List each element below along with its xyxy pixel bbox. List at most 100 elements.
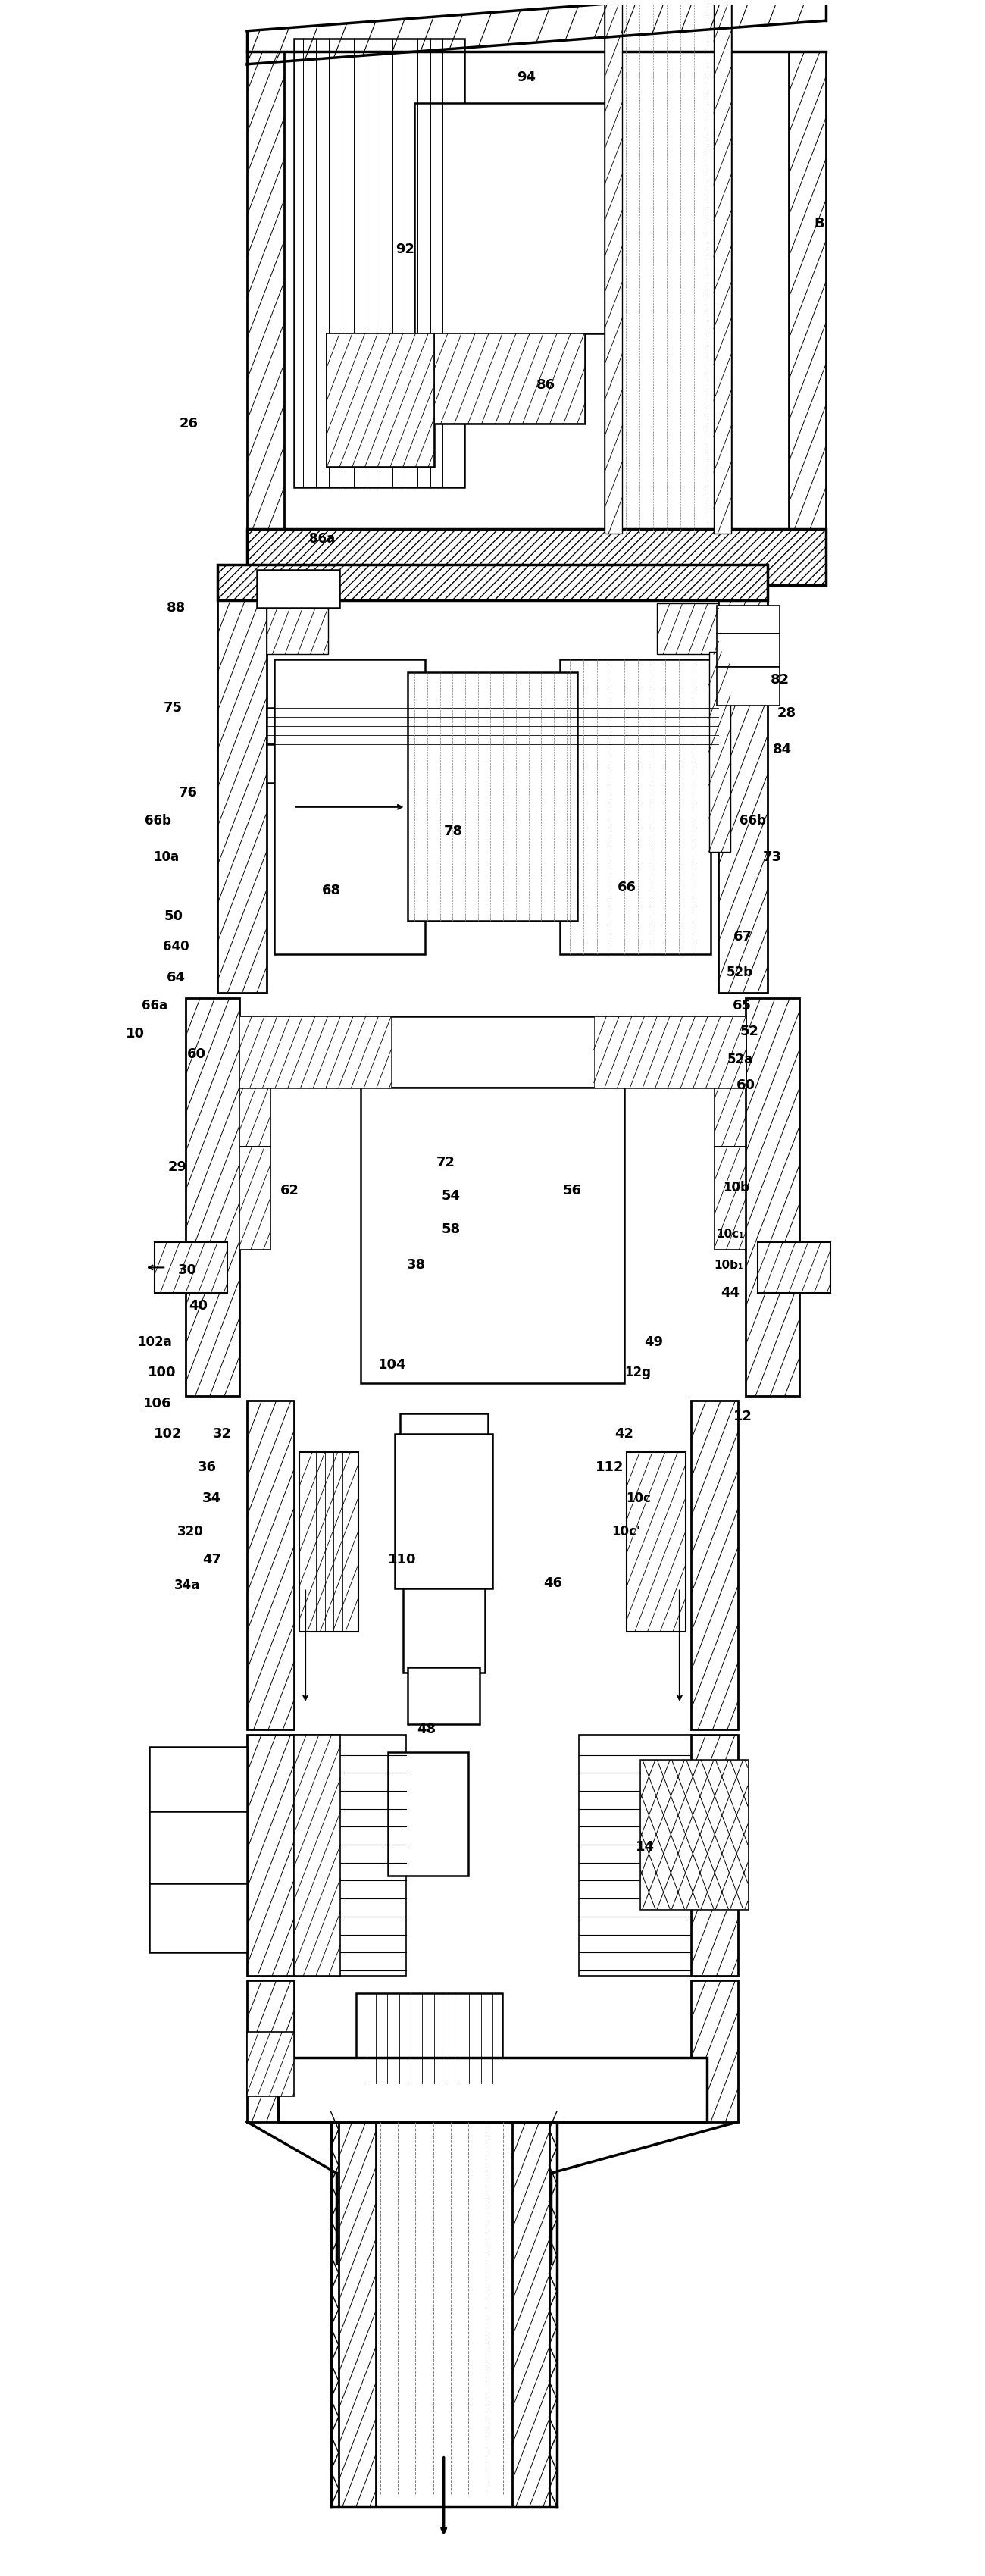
Text: 34a: 34a: [174, 1579, 201, 1592]
Text: 75: 75: [164, 701, 182, 716]
Bar: [247, 52, 284, 564]
Text: 38: 38: [407, 1257, 426, 1273]
Bar: [247, 1401, 294, 1728]
Bar: [719, 595, 767, 992]
Bar: [294, 39, 464, 487]
Bar: [715, 1146, 746, 1249]
Text: 52a: 52a: [727, 1054, 753, 1066]
Bar: [746, 997, 800, 1396]
Bar: [150, 1883, 247, 1953]
Text: 10b₁: 10b₁: [714, 1260, 743, 1270]
Text: 52: 52: [741, 1025, 759, 1038]
Text: 10a: 10a: [153, 850, 179, 863]
Text: 56: 56: [563, 1185, 582, 1198]
Text: 110: 110: [388, 1553, 416, 1566]
Text: 48: 48: [417, 1723, 435, 1736]
Text: 10: 10: [125, 1028, 145, 1041]
Text: 10c: 10c: [626, 1492, 651, 1504]
Text: 66: 66: [618, 881, 636, 894]
Text: 76: 76: [179, 786, 198, 799]
Bar: [274, 659, 426, 956]
Bar: [239, 1146, 270, 1249]
Bar: [657, 603, 719, 654]
Bar: [247, 1734, 294, 1976]
Text: 10c₁: 10c₁: [716, 1229, 745, 1239]
Text: 54: 54: [441, 1188, 460, 1203]
Bar: [266, 744, 719, 783]
Text: 66a: 66a: [142, 999, 167, 1012]
Text: 34: 34: [202, 1492, 222, 1504]
Text: 640: 640: [163, 940, 189, 953]
Text: 67: 67: [734, 930, 753, 943]
Text: 49: 49: [644, 1334, 663, 1350]
Bar: [403, 1589, 485, 1672]
Text: 86: 86: [537, 379, 556, 392]
Bar: [559, 659, 711, 956]
Bar: [388, 1752, 468, 1875]
Bar: [278, 2058, 707, 2123]
Bar: [717, 605, 780, 634]
Text: 68: 68: [322, 884, 341, 896]
Bar: [594, 1015, 746, 1087]
Bar: [640, 1759, 748, 1909]
Bar: [361, 1087, 624, 1383]
Bar: [691, 1981, 738, 2123]
Bar: [789, 52, 825, 564]
Bar: [717, 634, 780, 667]
Text: 32: 32: [213, 1427, 232, 1440]
Bar: [239, 1015, 746, 1087]
Text: 100: 100: [148, 1365, 176, 1381]
Text: 28: 28: [777, 706, 796, 721]
Bar: [247, 2032, 294, 2097]
Bar: [327, 335, 434, 466]
Text: 64: 64: [166, 971, 185, 984]
Bar: [715, 1030, 746, 1146]
Bar: [218, 595, 266, 992]
Text: 73: 73: [762, 850, 782, 863]
Text: 66b: 66b: [740, 814, 766, 827]
Text: 10c': 10c': [612, 1525, 640, 1538]
Text: 12: 12: [734, 1409, 753, 1422]
Text: 50: 50: [164, 909, 183, 922]
Bar: [434, 335, 585, 422]
Bar: [415, 103, 605, 335]
Text: 44: 44: [721, 1285, 740, 1301]
Bar: [266, 603, 328, 654]
Bar: [434, 335, 585, 422]
Text: 106: 106: [143, 1396, 171, 1409]
Bar: [239, 1030, 270, 1146]
Bar: [579, 1734, 691, 1976]
Text: 72: 72: [436, 1157, 455, 1170]
Text: 78: 78: [444, 824, 463, 837]
Text: 102a: 102a: [137, 1334, 171, 1350]
Text: 26: 26: [179, 417, 198, 430]
Bar: [395, 1435, 492, 1589]
Text: 104: 104: [378, 1358, 407, 1373]
Text: 65: 65: [733, 999, 752, 1012]
Text: 84: 84: [772, 742, 791, 757]
Bar: [266, 708, 719, 744]
Text: 42: 42: [615, 1427, 633, 1440]
Text: 102: 102: [154, 1427, 182, 1440]
Text: 52b: 52b: [727, 966, 754, 979]
Bar: [294, 1734, 406, 1976]
Bar: [294, 1734, 341, 1976]
Text: 88: 88: [166, 600, 185, 616]
Bar: [709, 652, 730, 853]
Text: B: B: [814, 216, 824, 229]
Text: 94: 94: [517, 70, 536, 85]
Text: 86a: 86a: [309, 533, 335, 546]
Bar: [239, 1015, 391, 1087]
Bar: [714, 0, 731, 533]
Bar: [691, 1401, 738, 1728]
Bar: [640, 1759, 748, 1909]
Bar: [605, 0, 623, 533]
Text: 30: 30: [178, 1262, 197, 1278]
Text: 60: 60: [187, 1048, 206, 1061]
Text: 29: 29: [168, 1162, 187, 1175]
Bar: [605, 0, 731, 533]
Text: 66b: 66b: [145, 814, 171, 827]
Bar: [717, 667, 780, 706]
Bar: [400, 1414, 488, 1504]
Bar: [627, 1453, 686, 1631]
